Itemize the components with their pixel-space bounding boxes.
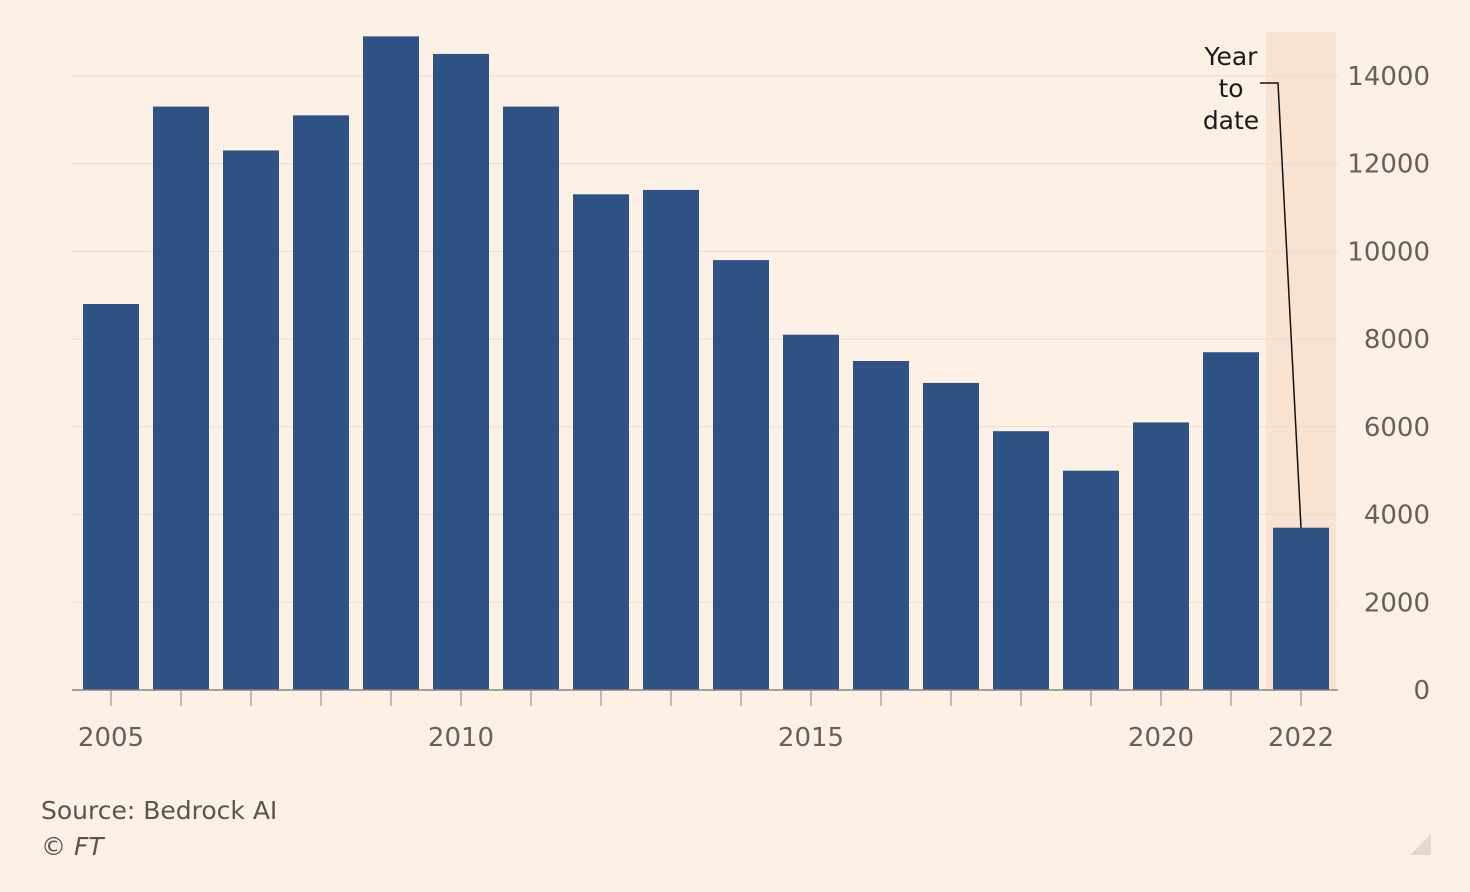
x-tick-label: 2020 <box>1128 723 1194 753</box>
y-tick-label: 14000 <box>1347 62 1430 92</box>
y-tick-label: 2000 <box>1364 588 1430 618</box>
y-tick-label: 6000 <box>1364 413 1430 443</box>
bar-2020 <box>1133 422 1189 690</box>
bar-2014 <box>713 260 769 690</box>
bar-2009 <box>363 36 419 691</box>
y-tick-label: 0 <box>1413 676 1430 706</box>
y-tick-label: 12000 <box>1347 150 1430 180</box>
source-note: Source: Bedrock AI <box>41 796 278 825</box>
annotation-text: Year <box>1204 42 1259 71</box>
bar-2016 <box>853 361 909 690</box>
bar-2022 <box>1273 527 1329 690</box>
x-tick-label: 2005 <box>78 723 144 753</box>
bar-2005 <box>83 303 139 690</box>
bar-2019 <box>1063 470 1119 690</box>
copyright-note: © FT <box>41 832 104 861</box>
bar-2021 <box>1203 352 1259 690</box>
bar-2006 <box>153 106 209 690</box>
x-tick-label: 2022 <box>1268 723 1334 753</box>
resize-corner-icon <box>1410 834 1431 855</box>
annotation-leader-line <box>1260 82 1302 528</box>
bar-2017 <box>923 382 979 690</box>
annotation-text: date <box>1203 106 1259 135</box>
bar-2018 <box>993 431 1049 690</box>
y-tick-label: 10000 <box>1347 237 1430 267</box>
x-tick-label: 2010 <box>428 723 494 753</box>
y-tick-label: 8000 <box>1364 325 1430 355</box>
y-tick-label: 4000 <box>1364 501 1430 531</box>
bar-2007 <box>223 150 279 690</box>
bar-2011 <box>503 106 559 690</box>
bar-2013 <box>643 189 699 691</box>
annotation-text: to <box>1218 74 1243 103</box>
bar-2012 <box>573 194 629 690</box>
x-tick-label: 2015 <box>778 723 844 753</box>
bar-2015 <box>783 334 839 690</box>
bar-2008 <box>293 115 349 690</box>
bar-2010 <box>433 53 489 690</box>
